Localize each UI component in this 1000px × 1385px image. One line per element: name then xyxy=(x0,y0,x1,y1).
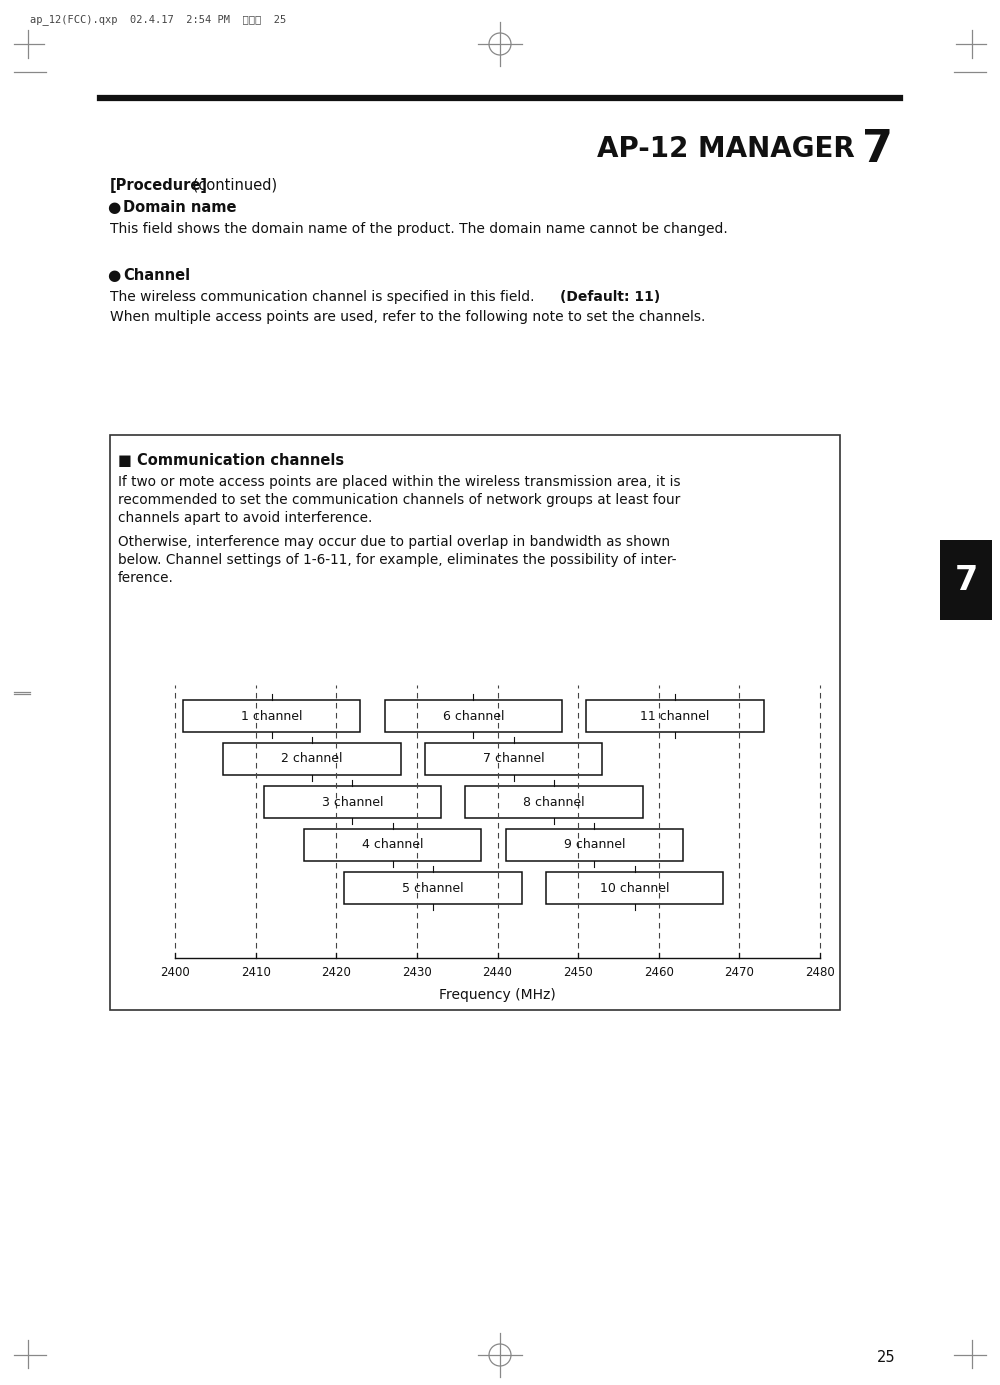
Text: When multiple access points are used, refer to the following note to set the cha: When multiple access points are used, re… xyxy=(110,310,705,324)
Text: 6 channel: 6 channel xyxy=(443,709,504,723)
Text: ●: ● xyxy=(107,269,120,283)
Bar xyxy=(264,787,441,819)
Bar xyxy=(344,873,522,904)
Text: 5 channel: 5 channel xyxy=(402,881,464,895)
Text: [Procedure]: [Procedure] xyxy=(110,179,208,193)
Bar xyxy=(546,873,723,904)
Text: 3 channel: 3 channel xyxy=(322,795,383,809)
Text: recommended to set the communication channels of network groups at least four: recommended to set the communication cha… xyxy=(118,493,680,507)
Bar xyxy=(940,540,992,620)
Bar xyxy=(586,699,764,733)
Text: This field shows the domain name of the product. The domain name cannot be chang: This field shows the domain name of the … xyxy=(110,222,728,235)
Text: 10 channel: 10 channel xyxy=(600,881,669,895)
Text: 9 channel: 9 channel xyxy=(564,838,625,852)
Bar xyxy=(385,699,562,733)
Bar xyxy=(425,742,602,776)
Text: ap_12(FCC).qxp  02.4.17  2:54 PM  ページ  25: ap_12(FCC).qxp 02.4.17 2:54 PM ページ 25 xyxy=(30,14,286,25)
Bar xyxy=(110,435,840,1010)
Text: Otherwise, interference may occur due to partial overlap in bandwidth as shown: Otherwise, interference may occur due to… xyxy=(118,535,670,548)
Text: 7: 7 xyxy=(954,564,978,597)
Text: below. Channel settings of 1-6-11, for example, eliminates the possibility of in: below. Channel settings of 1-6-11, for e… xyxy=(118,553,676,566)
Text: 25: 25 xyxy=(876,1350,895,1366)
Text: 7 channel: 7 channel xyxy=(483,752,544,766)
Text: 2440: 2440 xyxy=(483,965,512,979)
Text: 2410: 2410 xyxy=(241,965,271,979)
Text: channels apart to avoid interference.: channels apart to avoid interference. xyxy=(118,511,372,525)
Text: 2430: 2430 xyxy=(402,965,432,979)
Text: The wireless communication channel is specified in this field.: The wireless communication channel is sp… xyxy=(110,289,539,303)
Text: Channel: Channel xyxy=(123,269,190,283)
Text: AP-12 MANAGER: AP-12 MANAGER xyxy=(597,134,855,163)
Text: 2400: 2400 xyxy=(160,965,190,979)
Text: 1 channel: 1 channel xyxy=(241,709,302,723)
Text: 2450: 2450 xyxy=(563,965,593,979)
Text: 8 channel: 8 channel xyxy=(523,795,585,809)
Bar xyxy=(304,830,481,861)
Text: 7: 7 xyxy=(862,127,893,170)
Bar xyxy=(223,742,401,776)
Text: 2480: 2480 xyxy=(805,965,835,979)
Text: ■ Communication channels: ■ Communication channels xyxy=(118,453,344,468)
Text: 11 channel: 11 channel xyxy=(640,709,710,723)
Bar xyxy=(506,830,683,861)
Text: 2460: 2460 xyxy=(644,965,674,979)
Text: 2470: 2470 xyxy=(724,965,754,979)
Text: Frequency (MHz): Frequency (MHz) xyxy=(439,988,556,1001)
Text: 2 channel: 2 channel xyxy=(281,752,343,766)
Text: (Default: 11): (Default: 11) xyxy=(560,289,660,303)
Bar xyxy=(465,787,643,819)
Text: 2420: 2420 xyxy=(321,965,351,979)
Text: 4 channel: 4 channel xyxy=(362,838,423,852)
Text: If two or mote access points are placed within the wireless transmission area, i: If two or mote access points are placed … xyxy=(118,475,681,489)
Text: ●: ● xyxy=(107,199,120,215)
Text: Domain name: Domain name xyxy=(123,199,237,215)
Text: (continued): (continued) xyxy=(188,179,277,193)
Bar xyxy=(183,699,360,733)
Text: ference.: ference. xyxy=(118,571,174,584)
